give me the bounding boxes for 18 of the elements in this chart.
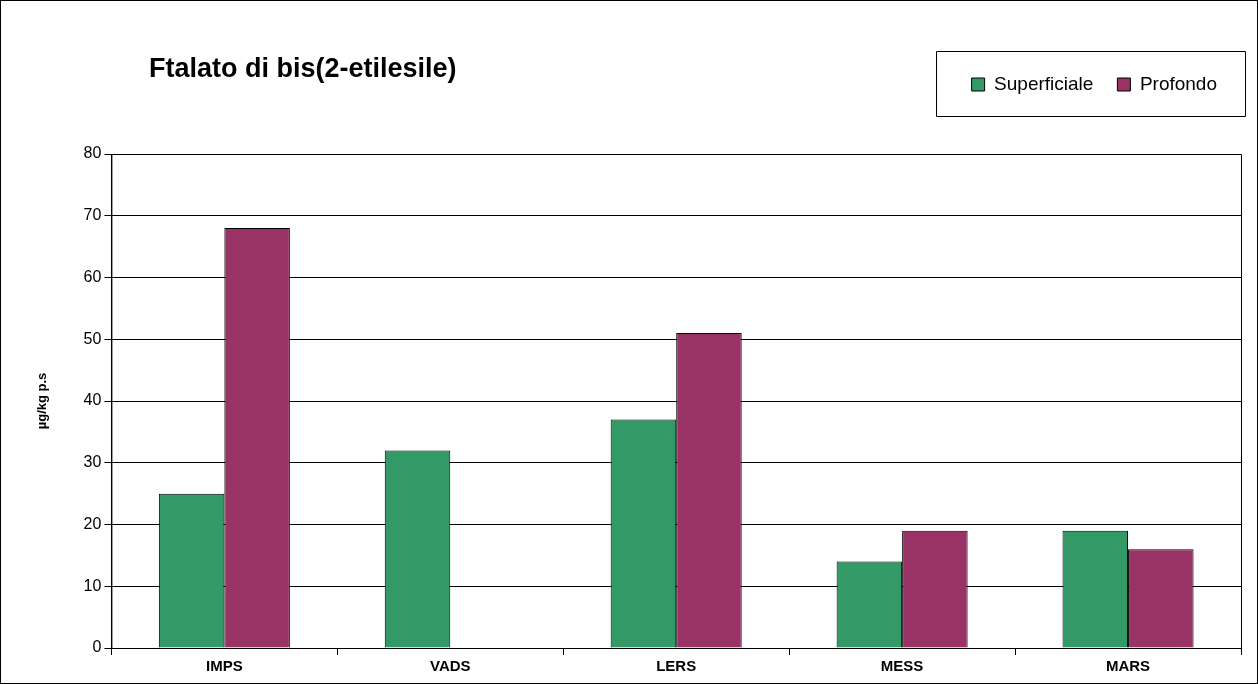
- x-tick-label: VADS: [430, 657, 471, 675]
- x-tick-label: IMPS: [206, 657, 243, 675]
- y-tick-label: 60: [83, 267, 102, 285]
- x-tick-label: LERS: [656, 657, 697, 675]
- x-tick-label: MESS: [880, 657, 924, 675]
- y-tick-label: 20: [83, 514, 102, 532]
- legend-label: Profondo: [1139, 72, 1218, 94]
- x-tick-label: MARS: [1105, 657, 1151, 675]
- y-tick-label: 10: [83, 576, 102, 594]
- y-tick-label: 0: [92, 638, 102, 656]
- y-tick-label: 50: [83, 329, 102, 347]
- y-tick-label: 40: [83, 391, 102, 409]
- y-axis-title: µg/kg p.s: [34, 372, 50, 430]
- y-tick-label: 80: [83, 144, 102, 162]
- y-tick-label: 70: [83, 206, 102, 224]
- chart-title: Ftalato di bis(2-etilesile): [149, 53, 457, 84]
- legend-label: Superficiale: [994, 72, 1094, 94]
- y-tick-label: 30: [83, 453, 102, 471]
